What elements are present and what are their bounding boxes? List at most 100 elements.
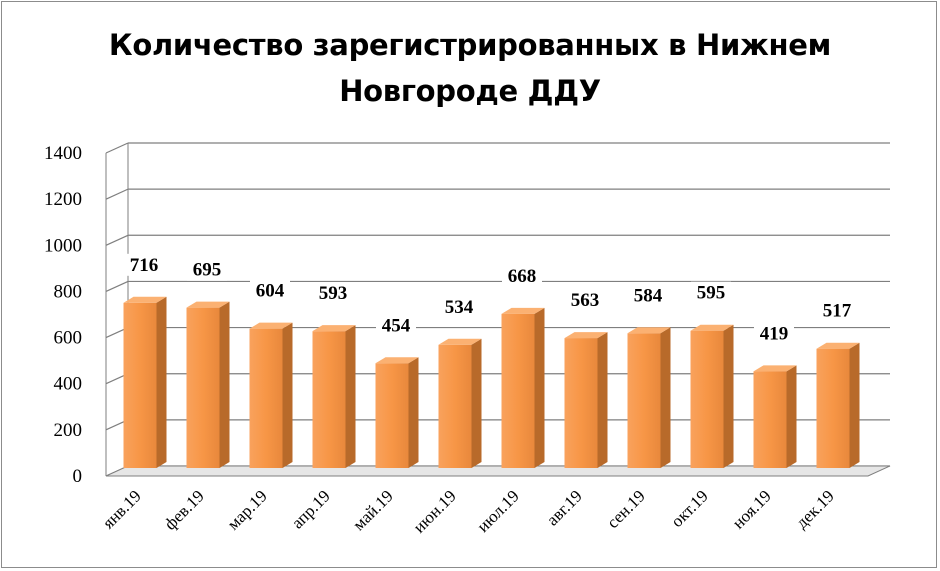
x-tick-label: фев.19 bbox=[161, 486, 208, 533]
bar-top bbox=[312, 325, 356, 332]
bar-top bbox=[627, 327, 671, 334]
data-label-bg bbox=[628, 284, 668, 307]
data-label-text: 695 bbox=[193, 260, 222, 281]
x-tick-label: апр.19 bbox=[288, 486, 334, 532]
bar-side bbox=[723, 324, 734, 468]
x-tick-label: июл.19 bbox=[473, 486, 523, 536]
bar-front bbox=[249, 328, 283, 468]
data-label-bg bbox=[691, 281, 731, 304]
bar-front bbox=[312, 331, 346, 468]
bar-front bbox=[564, 338, 598, 468]
data-label: 534 bbox=[439, 295, 479, 318]
x-tick-label: янв.19 bbox=[99, 486, 145, 532]
gridline-depth bbox=[105, 234, 129, 246]
y-tick-label: 1200 bbox=[44, 189, 82, 210]
bar-side bbox=[471, 338, 482, 468]
x-tick-label: сен.19 bbox=[603, 486, 649, 532]
bar-top bbox=[564, 332, 608, 339]
data-label-text: 595 bbox=[697, 283, 726, 304]
bar-top bbox=[123, 296, 167, 303]
data-label-text: 604 bbox=[256, 281, 285, 302]
data-label: 584 bbox=[628, 284, 668, 307]
data-label-bg bbox=[250, 279, 290, 302]
bar-front bbox=[123, 302, 157, 468]
y-tick-label: 1000 bbox=[44, 235, 82, 256]
data-label-text: 419 bbox=[760, 323, 789, 344]
bar-side bbox=[786, 365, 797, 468]
bar-top bbox=[438, 338, 482, 345]
data-label-text: 668 bbox=[508, 266, 537, 287]
data-label: 604 bbox=[250, 279, 290, 302]
bar-top bbox=[186, 301, 230, 308]
data-label: 454 bbox=[376, 314, 416, 337]
bar-side bbox=[849, 342, 860, 468]
bar-side bbox=[408, 357, 419, 468]
data-label-bg bbox=[187, 258, 227, 281]
y-tick-label: 400 bbox=[54, 374, 83, 395]
bar-front bbox=[186, 307, 220, 468]
bar bbox=[312, 325, 356, 468]
data-label-bg bbox=[817, 299, 857, 322]
x-tick-label: авг.19 bbox=[543, 486, 586, 529]
data-label-text: 593 bbox=[319, 283, 348, 304]
data-label-bg bbox=[565, 289, 605, 312]
bar-front bbox=[753, 371, 787, 468]
chart-title-line-2: Новгороде ДДУ bbox=[339, 74, 601, 108]
bar bbox=[564, 332, 608, 468]
bar bbox=[186, 301, 230, 468]
bar-side bbox=[534, 307, 545, 468]
bar-top bbox=[690, 324, 734, 331]
bar bbox=[123, 296, 167, 468]
data-label-text: 584 bbox=[634, 285, 663, 306]
bar-side bbox=[156, 296, 167, 468]
data-label-text: 563 bbox=[571, 290, 600, 311]
chart-title-line-1: Количество зарегистрированных в Нижнем bbox=[108, 28, 832, 62]
x-tick-label: июн.19 bbox=[410, 486, 460, 536]
x-tick-label: окт.19 bbox=[667, 486, 712, 531]
data-label: 716 bbox=[124, 253, 164, 276]
y-tick-label: 200 bbox=[54, 420, 83, 441]
data-label-text: 534 bbox=[445, 297, 474, 318]
x-tick-label: май.19 bbox=[349, 486, 397, 534]
y-tick-label: 800 bbox=[54, 281, 83, 302]
bar bbox=[375, 357, 419, 468]
bar-top bbox=[249, 322, 293, 329]
x-tick-label: ноя.19 bbox=[729, 486, 775, 532]
bar bbox=[249, 322, 293, 468]
data-label-text: 454 bbox=[382, 315, 411, 336]
data-label: 517 bbox=[817, 299, 857, 322]
bar-top bbox=[753, 365, 797, 372]
data-label-bg bbox=[124, 253, 164, 276]
data-label-bg bbox=[502, 264, 542, 287]
data-label-text: 517 bbox=[823, 301, 852, 322]
y-tick-label: 600 bbox=[54, 328, 83, 349]
bar-side bbox=[282, 322, 293, 468]
bar-side bbox=[345, 325, 356, 468]
data-label: 563 bbox=[565, 289, 605, 312]
bars bbox=[123, 296, 860, 468]
data-label-bg bbox=[439, 295, 479, 318]
data-label: 695 bbox=[187, 258, 227, 281]
bar-side bbox=[660, 327, 671, 468]
y-tick-label: 0 bbox=[73, 466, 83, 487]
bar-front bbox=[501, 313, 535, 468]
bar-side bbox=[219, 301, 230, 468]
bar-top bbox=[501, 307, 545, 314]
chart-title: Количество зарегистрированных в Нижнем Н… bbox=[0, 22, 940, 114]
x-axis-labels: янв.19 фев.19 мар.19 апр.19 май.19 июн.19 июл.… bbox=[99, 486, 838, 536]
bar bbox=[438, 338, 482, 468]
bar-side bbox=[597, 332, 608, 468]
bar-front bbox=[438, 344, 472, 468]
gridline-depth bbox=[105, 142, 129, 154]
x-tick-label: мар.19 bbox=[223, 486, 270, 533]
bar-front bbox=[375, 363, 409, 468]
bar-front bbox=[627, 333, 661, 468]
bar bbox=[627, 327, 671, 468]
bar-top bbox=[816, 342, 860, 349]
data-label: 668 bbox=[502, 264, 542, 287]
bar bbox=[753, 365, 797, 468]
data-label: 595 bbox=[691, 281, 731, 304]
gridline-depth bbox=[105, 188, 129, 200]
bar-top bbox=[375, 357, 419, 364]
bar bbox=[690, 324, 734, 468]
